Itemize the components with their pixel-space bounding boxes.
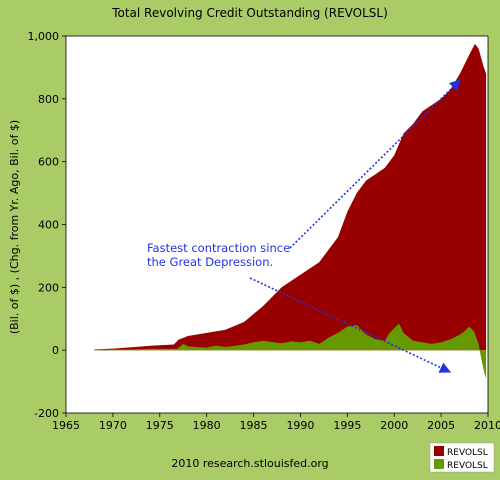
x-tick-label-1: 1970 bbox=[99, 419, 127, 432]
y-tick-label-2: 200 bbox=[38, 281, 59, 294]
y-tick-label-1: 0 bbox=[52, 344, 59, 357]
legend-swatch-0 bbox=[434, 446, 444, 456]
x-tick-label-8: 2005 bbox=[427, 419, 455, 432]
legend-label-0: REVOLSL bbox=[447, 448, 488, 458]
x-tick-label-3: 1980 bbox=[193, 419, 221, 432]
y-tick-label-3: 400 bbox=[38, 219, 59, 232]
legend-swatch-1 bbox=[434, 459, 444, 469]
y-axis-label: (Bil. of $) , (Chg. from Yr. Ago, Bil. o… bbox=[8, 120, 21, 334]
annotation-line-1: Fastest contraction since bbox=[147, 241, 290, 255]
x-tick-label-9: 2010 bbox=[474, 419, 500, 432]
y-tick-label-4: 600 bbox=[38, 156, 59, 169]
chart-title: Total Revolving Credit Outstanding (REVO… bbox=[111, 6, 388, 20]
footer-source: 2010 research.stlouisfed.org bbox=[171, 457, 328, 470]
x-tick-label-7: 2000 bbox=[380, 419, 408, 432]
legend-label-1: REVOLSL bbox=[447, 461, 488, 471]
x-tick-label-5: 1990 bbox=[286, 419, 314, 432]
x-tick-label-2: 1975 bbox=[146, 419, 174, 432]
y-tick-label-6: 1,000 bbox=[28, 30, 60, 43]
x-tick-label-0: 1965 bbox=[52, 419, 80, 432]
x-tick-label-6: 1995 bbox=[333, 419, 361, 432]
y-tick-label-0: -200 bbox=[34, 407, 59, 420]
legend: REVOLSL REVOLSL bbox=[430, 443, 494, 472]
y-tick-label-5: 800 bbox=[38, 93, 59, 106]
annotation-line-2: the Great Depression. bbox=[147, 255, 273, 269]
x-tick-label-4: 1985 bbox=[240, 419, 268, 432]
